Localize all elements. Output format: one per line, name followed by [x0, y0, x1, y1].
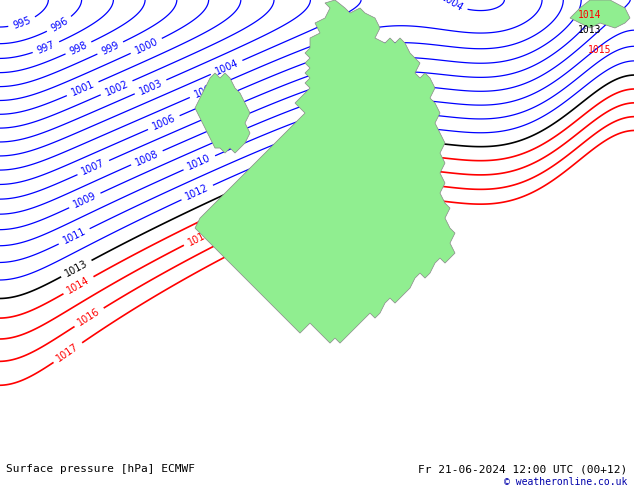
Text: 1014: 1014 [578, 10, 602, 20]
Text: 1015: 1015 [588, 45, 612, 55]
Text: 1009: 1009 [72, 191, 98, 210]
Text: 1006: 1006 [151, 113, 177, 132]
Text: 1008: 1008 [134, 148, 160, 168]
Text: 1015: 1015 [186, 227, 212, 247]
Text: 1004: 1004 [214, 58, 240, 77]
Text: 996: 996 [49, 16, 70, 34]
Text: 999: 999 [100, 40, 120, 56]
Text: 1003: 1003 [138, 77, 164, 97]
Text: Fr 21-06-2024 12:00 UTC (00+12): Fr 21-06-2024 12:00 UTC (00+12) [418, 465, 628, 474]
Text: 1004: 1004 [439, 0, 465, 14]
Text: 1013: 1013 [578, 25, 602, 35]
Text: 997: 997 [36, 39, 56, 55]
Text: 998: 998 [68, 40, 89, 56]
Polygon shape [570, 0, 630, 28]
Text: 1017: 1017 [55, 342, 81, 364]
Text: 1001: 1001 [70, 79, 96, 98]
Polygon shape [195, 73, 250, 153]
Text: Surface pressure [hPa] ECMWF: Surface pressure [hPa] ECMWF [6, 465, 195, 474]
Text: 1011: 1011 [61, 226, 87, 246]
Text: 1013: 1013 [63, 258, 89, 279]
Text: © weatheronline.co.uk: © weatheronline.co.uk [504, 477, 628, 487]
Text: 1014: 1014 [65, 275, 91, 295]
Text: 995: 995 [11, 15, 32, 31]
Text: 1012: 1012 [184, 183, 210, 202]
Text: 1010: 1010 [186, 153, 212, 172]
Text: 1016: 1016 [76, 306, 102, 328]
Polygon shape [195, 0, 455, 343]
Text: 1000: 1000 [133, 36, 160, 56]
Text: 1007: 1007 [80, 158, 107, 177]
Text: 1005: 1005 [192, 81, 219, 100]
Text: 1002: 1002 [103, 78, 130, 98]
